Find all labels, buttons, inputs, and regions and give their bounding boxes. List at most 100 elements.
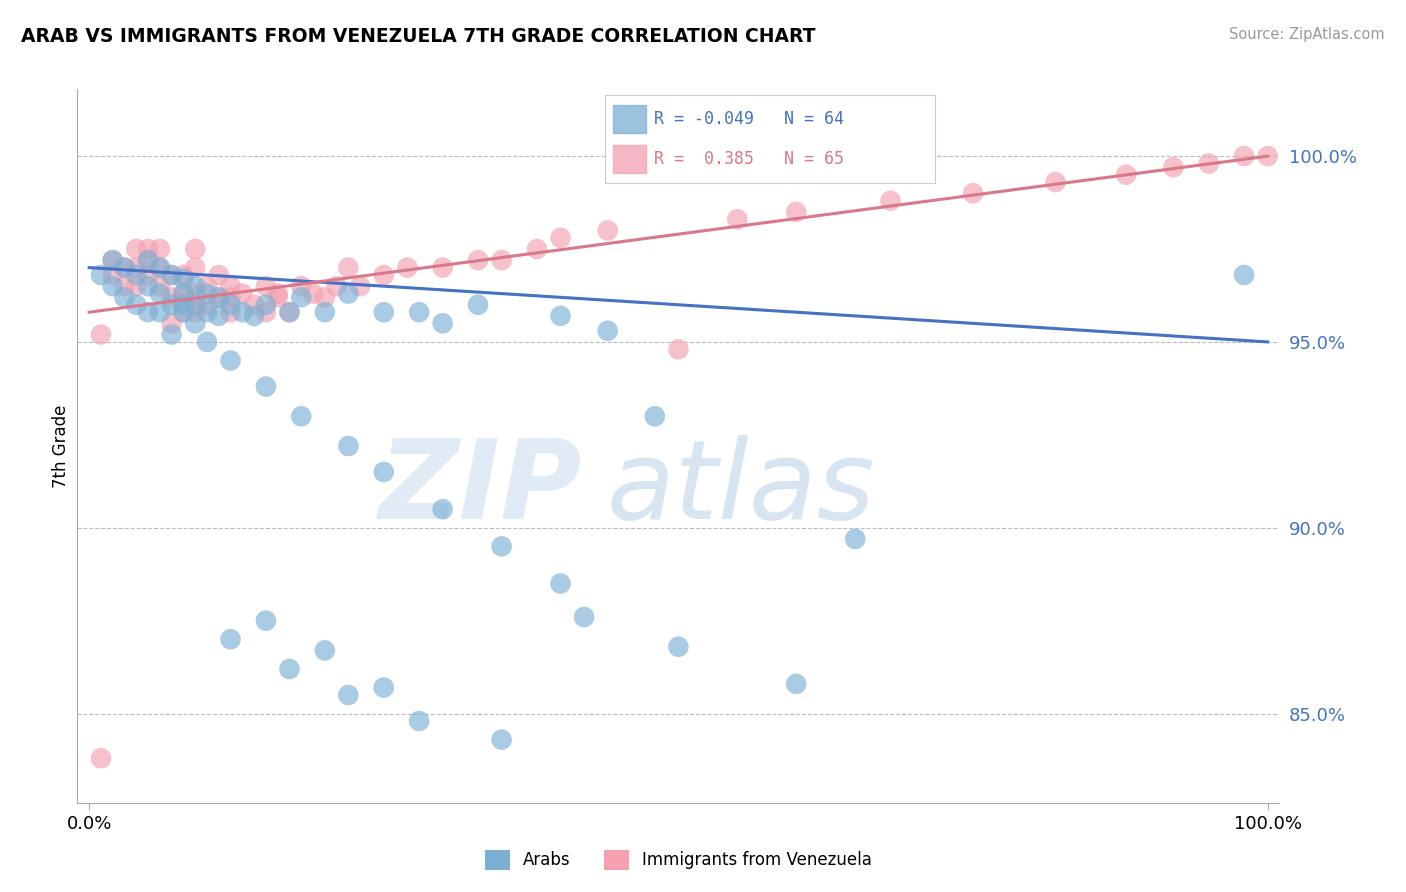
Point (325, 279, 347, 293)
Point (290, 290, 312, 304)
Point (195, 279, 218, 293)
Point (195, 334, 218, 349)
Point (219, 290, 242, 304)
Point (278, 305, 301, 319)
Point (879, 194, 901, 208)
Point (432, 316, 454, 330)
Point (172, 305, 194, 319)
Point (172, 298, 194, 312)
Point (302, 286, 325, 301)
Point (184, 298, 207, 312)
Point (172, 286, 194, 301)
Point (149, 260, 172, 275)
Point (290, 279, 312, 293)
Point (844, 532, 866, 546)
Point (337, 439, 360, 453)
Point (267, 290, 290, 304)
Point (373, 465, 395, 479)
Point (1198, 156, 1220, 170)
Point (195, 305, 218, 319)
Point (90, 327, 112, 342)
Text: R =  0.385   N = 65: R = 0.385 N = 65 (654, 150, 844, 168)
Point (491, 253, 513, 268)
Point (254, 298, 277, 312)
Point (114, 279, 136, 293)
Point (125, 242, 148, 256)
Point (149, 260, 172, 275)
Point (550, 231, 572, 245)
Text: R = -0.049   N = 64: R = -0.049 N = 64 (654, 110, 844, 128)
Point (136, 253, 159, 268)
Point (125, 260, 148, 275)
Point (114, 260, 136, 275)
Point (785, 204, 807, 219)
Point (136, 305, 159, 319)
Point (160, 327, 183, 342)
Point (314, 643, 336, 657)
Point (114, 290, 136, 304)
Point (90, 751, 112, 765)
Point (550, 576, 572, 591)
Point (172, 305, 194, 319)
Point (136, 268, 159, 282)
Point (408, 714, 430, 728)
Point (278, 662, 301, 676)
Point (160, 268, 183, 282)
Point (136, 253, 159, 268)
Point (644, 409, 666, 424)
Point (408, 305, 430, 319)
Point (184, 316, 207, 330)
Point (172, 268, 194, 282)
Bar (613, 145, 645, 173)
Text: Source: ZipAtlas.com: Source: ZipAtlas.com (1229, 27, 1385, 42)
Point (550, 309, 572, 323)
Point (572, 610, 595, 624)
Point (1233, 149, 1256, 163)
Point (1045, 175, 1067, 189)
Point (254, 614, 277, 628)
Point (184, 305, 207, 319)
Point (208, 290, 231, 304)
Point (90, 268, 112, 282)
Point (254, 305, 277, 319)
Text: ARAB VS IMMIGRANTS FROM VENEZUELA 7TH GRADE CORRELATION CHART: ARAB VS IMMIGRANTS FROM VENEZUELA 7TH GR… (21, 27, 815, 45)
Point (1115, 168, 1137, 182)
Point (172, 286, 194, 301)
Point (432, 502, 454, 516)
Point (491, 732, 513, 747)
Point (373, 268, 395, 282)
Y-axis label: 7th Grade: 7th Grade (52, 404, 70, 488)
Point (101, 253, 124, 268)
Point (149, 286, 172, 301)
Point (337, 688, 360, 702)
Point (136, 279, 159, 293)
Point (467, 298, 489, 312)
Point (149, 242, 172, 256)
Point (219, 279, 242, 293)
Point (160, 290, 183, 304)
Point (1233, 268, 1256, 282)
Point (136, 242, 159, 256)
Point (125, 268, 148, 282)
Point (231, 305, 253, 319)
Point (666, 343, 689, 357)
Point (1163, 161, 1185, 175)
Point (349, 279, 371, 293)
Point (373, 681, 395, 695)
Point (149, 279, 172, 293)
Text: ZIP: ZIP (378, 435, 582, 542)
Point (596, 324, 619, 338)
Point (267, 286, 290, 301)
Point (184, 260, 207, 275)
Point (725, 212, 748, 227)
Point (373, 305, 395, 319)
Point (184, 286, 207, 301)
Point (254, 279, 277, 293)
Point (219, 305, 242, 319)
Point (114, 260, 136, 275)
Point (396, 260, 419, 275)
Point (160, 298, 183, 312)
Point (184, 298, 207, 312)
Point (160, 316, 183, 330)
Point (337, 260, 360, 275)
